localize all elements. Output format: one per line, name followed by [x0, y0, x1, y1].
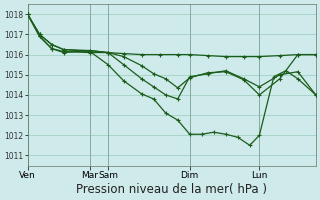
X-axis label: Pression niveau de la mer( hPa ): Pression niveau de la mer( hPa ): [76, 183, 267, 196]
